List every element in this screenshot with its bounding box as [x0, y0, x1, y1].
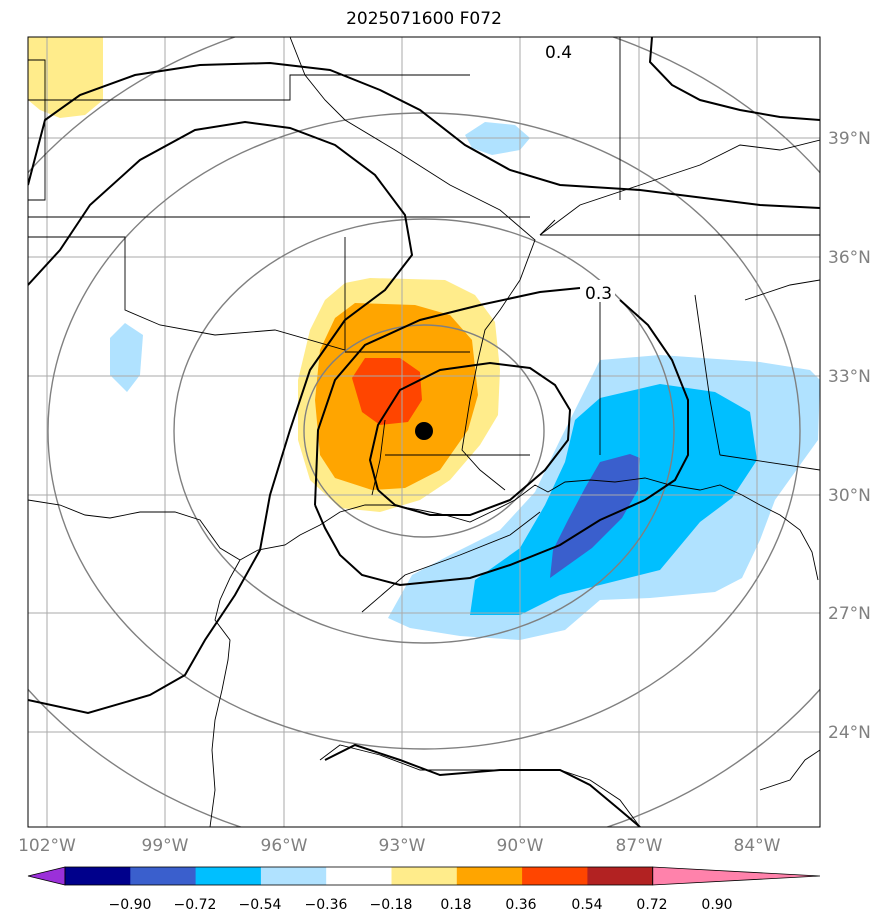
colorbar-segment [587, 867, 654, 885]
florida [759, 749, 820, 791]
colorbar [27, 866, 821, 886]
border-georgia [744, 279, 820, 301]
colorbar-segment [522, 867, 588, 885]
graticule-straight [28, 37, 820, 827]
colorbar-tick-label: −0.18 [370, 897, 413, 913]
colorbar-tick-label: 0.90 [701, 897, 732, 913]
colorbar-segment [456, 867, 523, 885]
lon-label: 99°W [142, 836, 189, 856]
contour-west [28, 120, 414, 715]
contour-label-04: 0.4 [545, 43, 572, 63]
lon-label: 93°W [379, 836, 426, 856]
border-ms-al [599, 294, 820, 471]
mississippi-river [289, 37, 536, 491]
border-new-mexico [28, 59, 46, 201]
negative-shade-west-texas [110, 323, 143, 392]
colorbar-segment [326, 867, 392, 885]
contour-northeast [648, 37, 820, 121]
contour-inner-03 [314, 287, 689, 587]
colorbar-tick-label: −0.54 [239, 897, 282, 913]
lat-label: 39°N [828, 129, 871, 149]
border-illinois [539, 37, 621, 236]
lon-label: 87°W [616, 836, 663, 856]
positive-shade-inner [352, 358, 422, 425]
colorbar-tick-labels: −0.90 −0.72 −0.54 −0.36 −0.18 0.18 0.36 … [109, 897, 733, 913]
colorbar-segment [195, 867, 262, 885]
map-area: 0.4 0.3 [28, 37, 820, 827]
contour-north [28, 61, 820, 209]
colorbar-tick-label: −0.36 [305, 897, 348, 913]
map-title: 2025071600 F072 [346, 9, 502, 29]
colorbar-tick-label: 0.54 [571, 897, 602, 913]
map-frame [27, 36, 821, 828]
dryline-contour [361, 511, 541, 613]
storm-center-marker [415, 422, 433, 440]
lat-label: 36°N [828, 248, 871, 268]
contour-lines [28, 37, 820, 827]
contour-south [324, 743, 641, 827]
lat-label: 30°N [828, 486, 871, 506]
lat-label: 27°N [828, 604, 871, 624]
colorbar-extend-min [27, 866, 66, 886]
border-kentucky [539, 139, 820, 236]
border-north [28, 74, 470, 101]
colorbar-tick-label: 0.18 [440, 897, 471, 913]
colorbar-segment [260, 867, 327, 885]
colorbar-segment [130, 867, 197, 885]
contour-core [368, 361, 572, 516]
colorbar-tick-label: 0.36 [505, 897, 536, 913]
colorbar-extend-max [652, 866, 821, 886]
contour-label-bg [583, 280, 615, 302]
negative-shade-inner [550, 454, 640, 578]
latitude-labels: 39°N 36°N 33°N 30°N 27°N 24°N [828, 129, 871, 743]
colorbar-tick-label: −0.72 [174, 897, 217, 913]
longitude-labels: 102°W 99°W 96°W 93°W 90°W 87°W 84°W [18, 836, 781, 856]
texas-coast [209, 559, 241, 827]
lat-label: 33°N [828, 367, 871, 387]
colorbar-segment [65, 867, 131, 885]
border-oklahoma [28, 236, 346, 351]
lat-label: 24°N [828, 723, 871, 743]
colorbar-segment [391, 867, 458, 885]
coastline [28, 477, 819, 581]
lon-label: 102°W [18, 836, 76, 856]
colorbar-tick-label: 0.72 [636, 897, 667, 913]
lon-label: 96°W [261, 836, 308, 856]
colorbar-tick-label: −0.90 [109, 897, 152, 913]
border-louisiana [371, 419, 530, 496]
colorbar-frame [64, 866, 654, 886]
contour-label-03: 0.3 [585, 284, 612, 304]
lon-label: 84°W [734, 836, 781, 856]
lon-label: 90°W [497, 836, 544, 856]
